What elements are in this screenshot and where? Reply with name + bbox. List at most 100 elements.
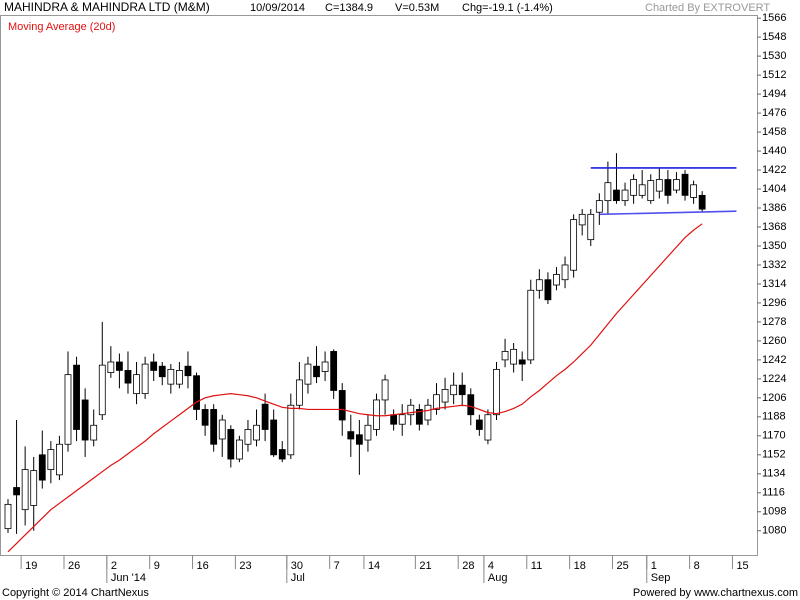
candle-body (475, 419, 483, 430)
y-tick-label: 1422 (762, 164, 786, 176)
candle-body (304, 363, 312, 385)
x-tick-label: 1 (651, 560, 657, 572)
candle-body (184, 365, 192, 377)
candle-body (13, 487, 20, 496)
candle-body (141, 363, 149, 395)
candle-body (30, 470, 38, 506)
header-volume: V=0.53M (395, 2, 439, 14)
y-tick-label: 1494 (762, 88, 786, 100)
candle-body (553, 274, 560, 286)
candle-body (253, 424, 260, 441)
candle-body (73, 364, 80, 430)
x-tick-label: 26 (68, 560, 80, 572)
candle-body (561, 264, 569, 281)
x-tick-label: 15 (736, 560, 748, 572)
candle-body (150, 361, 158, 371)
candle-body (484, 414, 492, 441)
candle-body (690, 184, 697, 198)
x-tick-label: 9 (154, 560, 160, 572)
candle-body (158, 365, 166, 378)
candle-body (415, 409, 423, 425)
candle-body (630, 179, 638, 196)
candle-body (527, 289, 535, 361)
candle-body (604, 182, 612, 202)
candle-body (355, 434, 363, 445)
candle-body (578, 213, 586, 226)
y-tick-label: 1206 (762, 392, 786, 404)
candle-body (493, 368, 500, 416)
x-tick-label: 4 (488, 560, 494, 572)
candle-body (681, 173, 689, 196)
candle-body (364, 424, 372, 441)
moving-average-line (7, 223, 703, 553)
candle-body (90, 424, 98, 441)
footer-left: Copyright © 2014 ChartNexus (2, 587, 149, 599)
y-tick-label: 1098 (762, 506, 786, 518)
y-tick-label: 1530 (762, 50, 786, 62)
candle-body (56, 443, 63, 476)
x-tick-label: 16 (197, 560, 209, 572)
candle-body (287, 404, 295, 456)
x-tick-label: 14 (368, 560, 380, 572)
y-tick-label: 1170 (762, 430, 786, 442)
candle-body (510, 348, 518, 365)
candle-body (613, 189, 620, 202)
candle-body (398, 414, 406, 425)
candle-body (244, 429, 252, 445)
candle-body (330, 351, 338, 391)
candle-body (664, 179, 672, 196)
candle-body (227, 429, 235, 460)
candle-body (201, 409, 209, 426)
chart-title: MAHINDRA & MAHINDRA LTD (M&M) (4, 0, 210, 14)
candle-body (313, 365, 320, 378)
candle-body (587, 213, 595, 241)
candle-body (321, 361, 329, 372)
candle-body (347, 431, 355, 440)
candle-body (21, 469, 29, 511)
candle-body (424, 404, 432, 421)
candle-body (458, 384, 466, 396)
candle-body (98, 364, 106, 416)
candle-body (441, 389, 449, 403)
candle-body (218, 419, 226, 440)
month-label: Aug (488, 572, 508, 584)
candle-body (638, 184, 646, 196)
y-tick-label: 1278 (762, 316, 786, 328)
candle-body (167, 368, 175, 385)
candle-body (595, 200, 603, 213)
y-tick-label: 1260 (762, 335, 786, 347)
candle-body (373, 399, 380, 430)
candle-body (535, 279, 543, 291)
candle-body (450, 384, 458, 396)
month-label: Sep (651, 572, 671, 584)
candle-body (390, 414, 398, 425)
x-tick-label: 21 (419, 560, 431, 572)
y-tick-label: 1080 (762, 525, 786, 537)
candle-body (544, 279, 552, 301)
candle-body (116, 361, 123, 371)
footer-right: Powered by www.chartnexus.com (633, 587, 798, 599)
y-tick-label: 1332 (762, 259, 786, 271)
candle-body (64, 374, 72, 445)
candle-body (621, 189, 629, 202)
candle-body (338, 390, 346, 421)
candle-body (4, 503, 12, 530)
candle-body (270, 419, 278, 456)
y-tick-label: 1404 (762, 183, 786, 195)
y-tick-label: 1350 (762, 240, 786, 252)
x-tick-label: 23 (239, 560, 251, 572)
candle-body (261, 403, 269, 430)
candle-body (47, 449, 55, 470)
candle-body (175, 370, 183, 385)
candle-body (647, 180, 655, 202)
y-tick-label: 1476 (762, 107, 786, 119)
candle-body (133, 374, 140, 395)
header-date: 10/09/2014 (250, 2, 305, 14)
candle-body (81, 399, 89, 441)
legend-ma: Moving Average (20d) (8, 21, 115, 33)
x-tick-label: 19 (25, 560, 37, 572)
candle-body (193, 375, 200, 410)
y-tick-label: 1152 (762, 449, 786, 461)
month-label: Jun '14 (111, 572, 146, 584)
y-tick-label: 1188 (762, 411, 786, 423)
